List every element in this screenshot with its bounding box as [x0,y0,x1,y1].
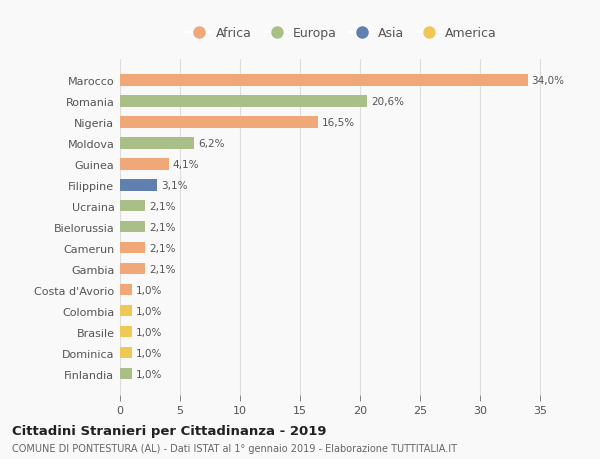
Text: 1,0%: 1,0% [136,348,162,358]
Text: 2,1%: 2,1% [149,264,175,274]
Bar [120,179,157,191]
Bar [120,263,145,275]
Bar [120,284,132,296]
Text: 1,0%: 1,0% [136,369,162,379]
Bar [120,221,145,233]
Bar [120,159,169,170]
Text: 6,2%: 6,2% [198,139,224,148]
Text: 2,1%: 2,1% [149,202,175,211]
Text: 34,0%: 34,0% [532,76,565,86]
Text: Cittadini Stranieri per Cittadinanza - 2019: Cittadini Stranieri per Cittadinanza - 2… [12,424,326,437]
Bar [120,305,132,317]
Bar [120,96,367,107]
Text: 1,0%: 1,0% [136,327,162,337]
Text: 4,1%: 4,1% [173,159,199,169]
Bar [120,242,145,254]
Text: 2,1%: 2,1% [149,222,175,232]
Text: 3,1%: 3,1% [161,180,187,190]
Text: 2,1%: 2,1% [149,243,175,253]
Bar [120,201,145,212]
Bar [120,347,132,358]
Text: COMUNE DI PONTESTURA (AL) - Dati ISTAT al 1° gennaio 2019 - Elaborazione TUTTITA: COMUNE DI PONTESTURA (AL) - Dati ISTAT a… [12,443,457,453]
Legend: Africa, Europa, Asia, America: Africa, Europa, Asia, America [182,22,502,45]
Bar [120,138,194,149]
Text: 20,6%: 20,6% [371,96,404,106]
Bar [120,75,528,86]
Text: 1,0%: 1,0% [136,285,162,295]
Text: 1,0%: 1,0% [136,306,162,316]
Text: 16,5%: 16,5% [322,118,355,128]
Bar [120,326,132,338]
Bar [120,117,318,128]
Bar [120,368,132,380]
